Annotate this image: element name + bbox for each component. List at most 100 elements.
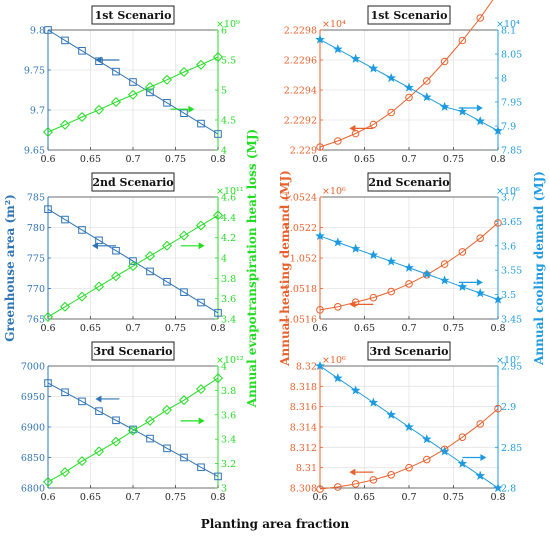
y-right-tick-label: 3.8 bbox=[221, 274, 236, 285]
y-left-exponent: ×10⁴ bbox=[322, 19, 346, 30]
data-point bbox=[404, 82, 414, 92]
series-line bbox=[47, 377, 219, 483]
axis-arrow-head bbox=[476, 278, 483, 286]
y-left-tick-label: 8.308 bbox=[290, 484, 317, 495]
data-point bbox=[129, 257, 137, 265]
data-point bbox=[440, 57, 449, 66]
data-point bbox=[178, 66, 190, 78]
y-left-tick-label: 780 bbox=[27, 223, 45, 234]
y-right-exponent: ×10¹¹ bbox=[216, 186, 244, 197]
series-line bbox=[47, 382, 219, 477]
y-left-tick-label: 1.0516 bbox=[284, 315, 317, 326]
data-point bbox=[387, 108, 396, 117]
x-tick-label: 0.75 bbox=[443, 154, 464, 165]
data-point bbox=[214, 309, 222, 317]
data-point bbox=[93, 104, 105, 115]
axis-arrow-head bbox=[95, 56, 102, 64]
x-tick-label: 0.65 bbox=[80, 323, 101, 334]
data-point bbox=[315, 360, 325, 371]
data-point bbox=[144, 81, 156, 93]
data-point bbox=[146, 434, 154, 443]
data-point bbox=[127, 261, 139, 272]
data-point bbox=[44, 379, 52, 387]
data-point bbox=[127, 425, 139, 436]
axis-arrow-head bbox=[95, 395, 102, 403]
data-point bbox=[350, 243, 361, 253]
x-tick-label: 0.65 bbox=[354, 323, 375, 334]
data-point bbox=[76, 456, 88, 467]
data-point bbox=[439, 275, 450, 285]
data-point bbox=[129, 78, 137, 86]
x-tick-label: 0.65 bbox=[354, 154, 375, 165]
series-line bbox=[319, 222, 499, 311]
data-point bbox=[161, 74, 173, 85]
y-left-exponent: ×10⁶ bbox=[322, 186, 346, 197]
y-left-tick-label: 6800 bbox=[21, 484, 45, 495]
y-left-tick-label: 785 bbox=[27, 193, 45, 204]
y-left-tick-label: 8.316 bbox=[290, 402, 317, 413]
x-tick-label: 0.7 bbox=[125, 492, 140, 503]
data-point bbox=[180, 453, 188, 462]
x-tick-label: 0.6 bbox=[312, 154, 327, 165]
y-right-exponent: ×10⁶ bbox=[496, 186, 520, 197]
x-tick-label: 0.8 bbox=[490, 154, 505, 165]
data-point bbox=[59, 119, 71, 130]
y-right-tick-label: 4.6 bbox=[221, 193, 236, 204]
panel-title-box bbox=[91, 5, 175, 25]
data-point bbox=[195, 220, 207, 231]
data-point bbox=[457, 106, 468, 116]
data-point bbox=[458, 248, 467, 256]
data-point bbox=[493, 482, 503, 493]
data-point bbox=[316, 485, 324, 493]
x-tick-label: 0.8 bbox=[210, 154, 225, 165]
data-point bbox=[405, 280, 413, 288]
data-point bbox=[476, 234, 485, 242]
y-right-tick-label: 7.85 bbox=[501, 146, 522, 157]
data-point bbox=[180, 109, 188, 118]
data-point bbox=[350, 385, 361, 395]
data-point bbox=[197, 298, 205, 307]
y-right-tick-label: 4 bbox=[221, 254, 227, 265]
data-point bbox=[78, 47, 86, 55]
x-tick-label: 0.8 bbox=[490, 492, 505, 503]
y-right-tick-label: 3.5 bbox=[501, 290, 516, 301]
data-point bbox=[178, 230, 190, 241]
data-point bbox=[386, 72, 396, 83]
y-right-tick-label: 4.4 bbox=[221, 213, 236, 224]
chart-panel: 0.6 0.65 0.7 0.75 0.8 765 770 775 780 785 3.4 3.6 3.… bbox=[27, 172, 244, 334]
chart-panel: 0.6 0.65 0.7 0.75 0.8 9.65 9.7 9.75 9.8 4 4.5 5 5.5 6… bbox=[24, 5, 240, 165]
chart-panel: 0.6 0.65 0.7 0.75 0.8 6800 6850 6900 6950 7000 3 3.… bbox=[21, 341, 244, 503]
axis-arrow-head bbox=[349, 124, 356, 132]
data-point bbox=[76, 291, 88, 302]
y-right-tick-label: 2.8 bbox=[501, 484, 516, 495]
mid-y-left-axis-label: Annual evapotranspiration heat loss (MJ) bbox=[245, 129, 259, 408]
y-right-tick-label: 7.95 bbox=[501, 98, 522, 109]
data-point bbox=[93, 446, 105, 457]
y-left-tick-label: 2.2294 bbox=[284, 86, 317, 97]
y-left-tick-label: 1.0518 bbox=[284, 284, 317, 295]
y-right-exponent: ×10¹² bbox=[216, 355, 244, 366]
x-tick-label: 0.75 bbox=[165, 323, 186, 334]
data-point bbox=[315, 34, 325, 44]
y-left-tick-label: 1.0522 bbox=[284, 223, 317, 234]
x-tick-label: 0.7 bbox=[401, 323, 416, 334]
data-point bbox=[110, 436, 122, 447]
series-line bbox=[47, 29, 219, 135]
data-point bbox=[95, 236, 103, 245]
chart-panel: 0.6 0.65 0.7 0.75 0.8 2.229 2.2292 2.2294 2.2296… bbox=[284, 0, 522, 165]
data-point bbox=[386, 409, 396, 419]
data-point bbox=[422, 434, 432, 444]
panel-title-box bbox=[367, 341, 451, 361]
data-point bbox=[387, 287, 396, 296]
x-tick-label: 0.6 bbox=[312, 492, 327, 503]
y-left-tick-label: 770 bbox=[27, 284, 45, 295]
data-point bbox=[423, 77, 431, 85]
data-point bbox=[476, 420, 485, 428]
data-point bbox=[44, 205, 52, 213]
y-right-tick-label: 3.4 bbox=[221, 315, 236, 326]
data-point bbox=[78, 397, 86, 406]
y-right-exponent: ×10⁴ bbox=[496, 19, 520, 30]
data-point bbox=[212, 51, 224, 63]
y-left-tick-label: 9.65 bbox=[24, 146, 45, 157]
y-right-tick-label: 3.6 bbox=[501, 241, 516, 252]
